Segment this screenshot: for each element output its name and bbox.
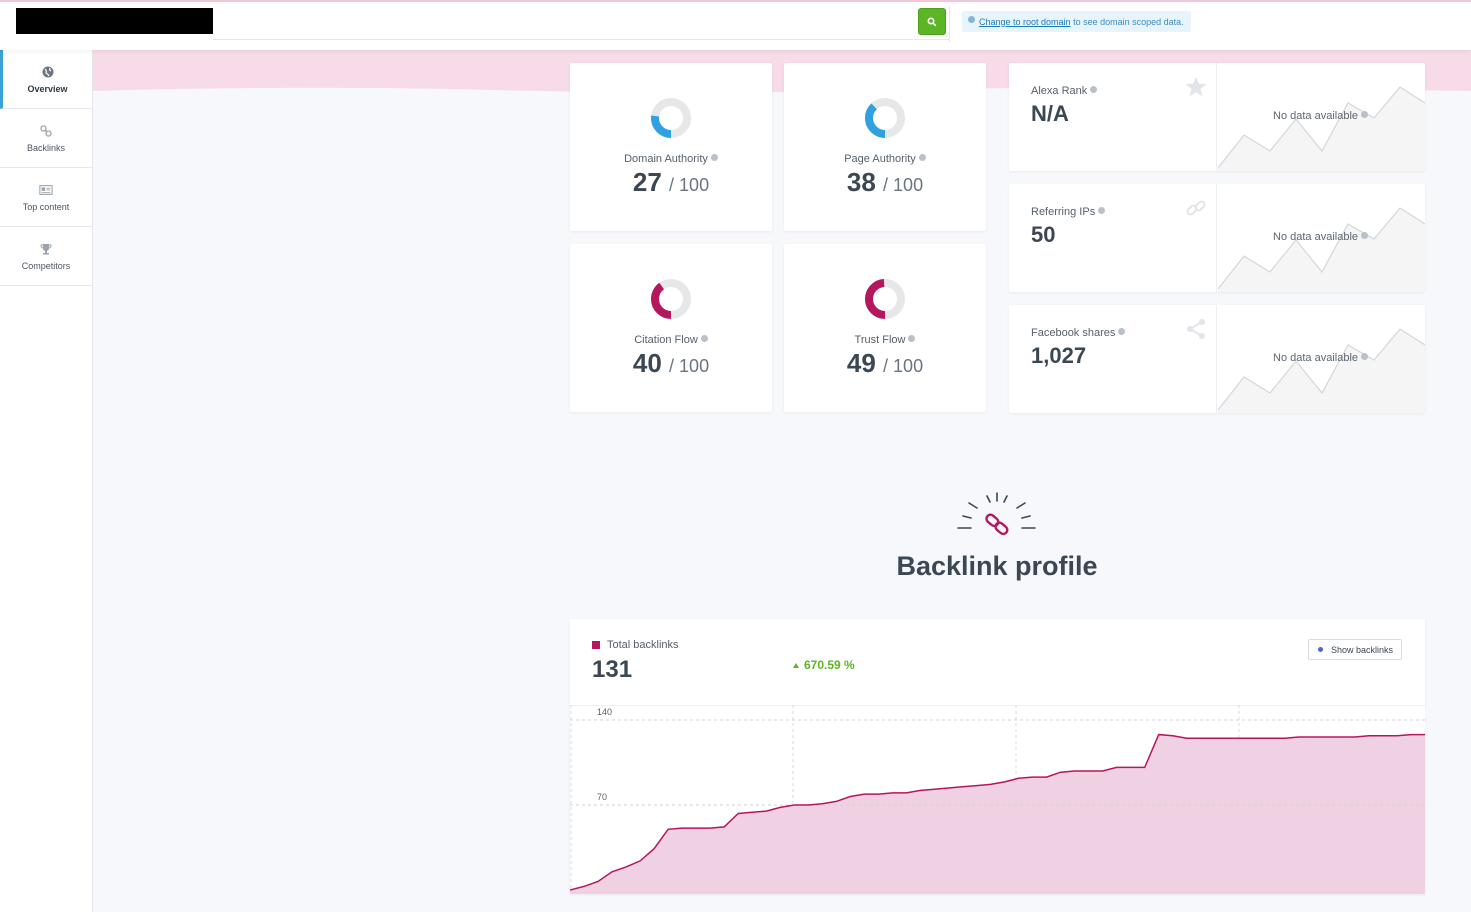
help-icon[interactable]: [1118, 328, 1126, 335]
metric-label: Page Authority: [844, 153, 916, 165]
trend-up-icon: [793, 663, 799, 668]
metric-value: 27: [632, 167, 662, 197]
scope-notice: Change to root domain to see domain scop…: [962, 11, 1191, 32]
sidebar-item-top-content[interactable]: Top content: [0, 168, 92, 227]
metric-label: Domain Authority: [624, 153, 708, 165]
info-icon: [968, 16, 975, 23]
citation-flow-donut: [651, 279, 691, 319]
broken-link-icon: [957, 492, 1036, 536]
change-percent: 670.59 %: [804, 658, 855, 672]
button-label: Show backlinks: [1331, 644, 1394, 655]
help-icon[interactable]: [1361, 232, 1369, 239]
page-authority-donut: [865, 98, 905, 138]
help-icon[interactable]: [1090, 86, 1098, 93]
help-icon[interactable]: [710, 154, 718, 161]
search-icon: [927, 16, 937, 26]
sidebar-item-competitors[interactable]: Competitors: [0, 227, 92, 286]
metric-card-page-authority: Page Authority 38 / 100: [784, 63, 986, 231]
sparkline-placeholder: [1218, 86, 1425, 171]
donut-value-arc: [651, 279, 691, 319]
stat-card-referring-ips: Referring IPs 50 No data available: [1009, 184, 1425, 292]
donut-value-arc: [865, 279, 905, 319]
stat-label: Facebook shares: [1031, 327, 1116, 339]
section-title: Backlink profile: [896, 551, 1098, 581]
help-icon[interactable]: [1098, 207, 1106, 214]
metric-label: Trust Flow: [854, 334, 906, 346]
search-button[interactable]: [918, 8, 946, 35]
metric-value: 40: [632, 348, 662, 378]
sidebar-item-backlinks[interactable]: Backlinks: [0, 109, 92, 168]
help-icon[interactable]: [1361, 111, 1369, 118]
globe-icon: [42, 66, 53, 77]
sidebar-item-overview[interactable]: Overview: [0, 50, 92, 109]
stat-card-alexa-rank: Alexa Rank N/A No data available: [1009, 63, 1425, 171]
newspaper-icon: [39, 184, 53, 195]
sidebar-item-label: Competitors: [21, 260, 71, 271]
sidebar-item-label: Top content: [22, 201, 70, 212]
y-tick-label: 70: [597, 792, 607, 802]
metric-max: / 100: [669, 175, 710, 195]
y-tick-label: 140: [597, 707, 612, 717]
link-icon: [40, 124, 52, 137]
stat-value: 50: [1031, 222, 1056, 247]
legend-label: Total backlinks: [607, 639, 679, 651]
help-icon[interactable]: [918, 154, 926, 161]
stat-card-facebook-shares: Facebook shares 1,027 No data available: [1009, 305, 1425, 413]
divider: [949, 6, 950, 42]
show-backlinks-button[interactable]: Show backlinks: [1308, 639, 1402, 660]
metric-value: 49: [846, 348, 876, 378]
sidebar-item-label: Backlinks: [26, 142, 65, 153]
metric-card-domain-authority: Domain Authority 27 / 100: [570, 63, 772, 231]
stat-label: Referring IPs: [1031, 206, 1096, 218]
dot-icon: [1318, 647, 1323, 652]
series-line-total-backlinks: [570, 733, 1425, 891]
change-root-domain-link[interactable]: Change to root domain: [979, 16, 1071, 27]
stat-label: Alexa Rank: [1031, 85, 1088, 97]
sparkline-placeholder: [1218, 207, 1425, 292]
star-icon: [1186, 77, 1206, 96]
metric-label: Citation Flow: [634, 334, 698, 346]
notice-text: to see domain scoped data.: [1070, 16, 1184, 27]
donut-value-arc: [651, 98, 691, 138]
redacted-domain-input[interactable]: [16, 8, 213, 34]
trust-flow-donut: [865, 279, 905, 319]
no-data-label: No data available: [1273, 352, 1359, 364]
metric-card-citation-flow: Citation Flow 40 / 100: [570, 244, 772, 412]
metric-max: / 100: [883, 356, 924, 376]
sidebar: Overview Backlinks Top content Competito…: [0, 50, 93, 912]
series-area-total-backlinks: [570, 734, 1425, 894]
sidebar-item-label: Overview: [27, 83, 68, 94]
help-icon[interactable]: [1361, 353, 1369, 360]
top-bar: Change to root domain to see domain scop…: [0, 0, 1471, 50]
legend-swatch: [592, 641, 600, 649]
metric-max: / 100: [669, 356, 710, 376]
link-icon: [1186, 200, 1206, 216]
backlinks-area-chart: 140 70: [570, 705, 1425, 894]
backlinks-chart-card: Total backlinks 131 670.59 % Show backli…: [570, 619, 1425, 894]
metric-max: / 100: [883, 175, 924, 195]
metric-value: 38: [846, 167, 876, 197]
no-data-label: No data available: [1273, 231, 1359, 243]
trophy-icon: [40, 243, 52, 254]
donut-value-arc: [865, 98, 905, 138]
search-field-underline: [213, 39, 950, 40]
domain-authority-donut: [651, 98, 691, 138]
help-icon[interactable]: [908, 335, 916, 342]
total-backlinks-value: 131: [592, 656, 633, 683]
metric-card-trust-flow: Trust Flow 49 / 100: [784, 244, 986, 412]
no-data-label: No data available: [1273, 110, 1359, 122]
sparkline-placeholder: [1218, 328, 1425, 413]
help-icon[interactable]: [700, 335, 708, 342]
stat-value: 1,027: [1031, 343, 1087, 368]
stat-value: N/A: [1031, 101, 1069, 126]
share-icon: [1187, 319, 1205, 339]
divider: [570, 705, 1425, 706]
